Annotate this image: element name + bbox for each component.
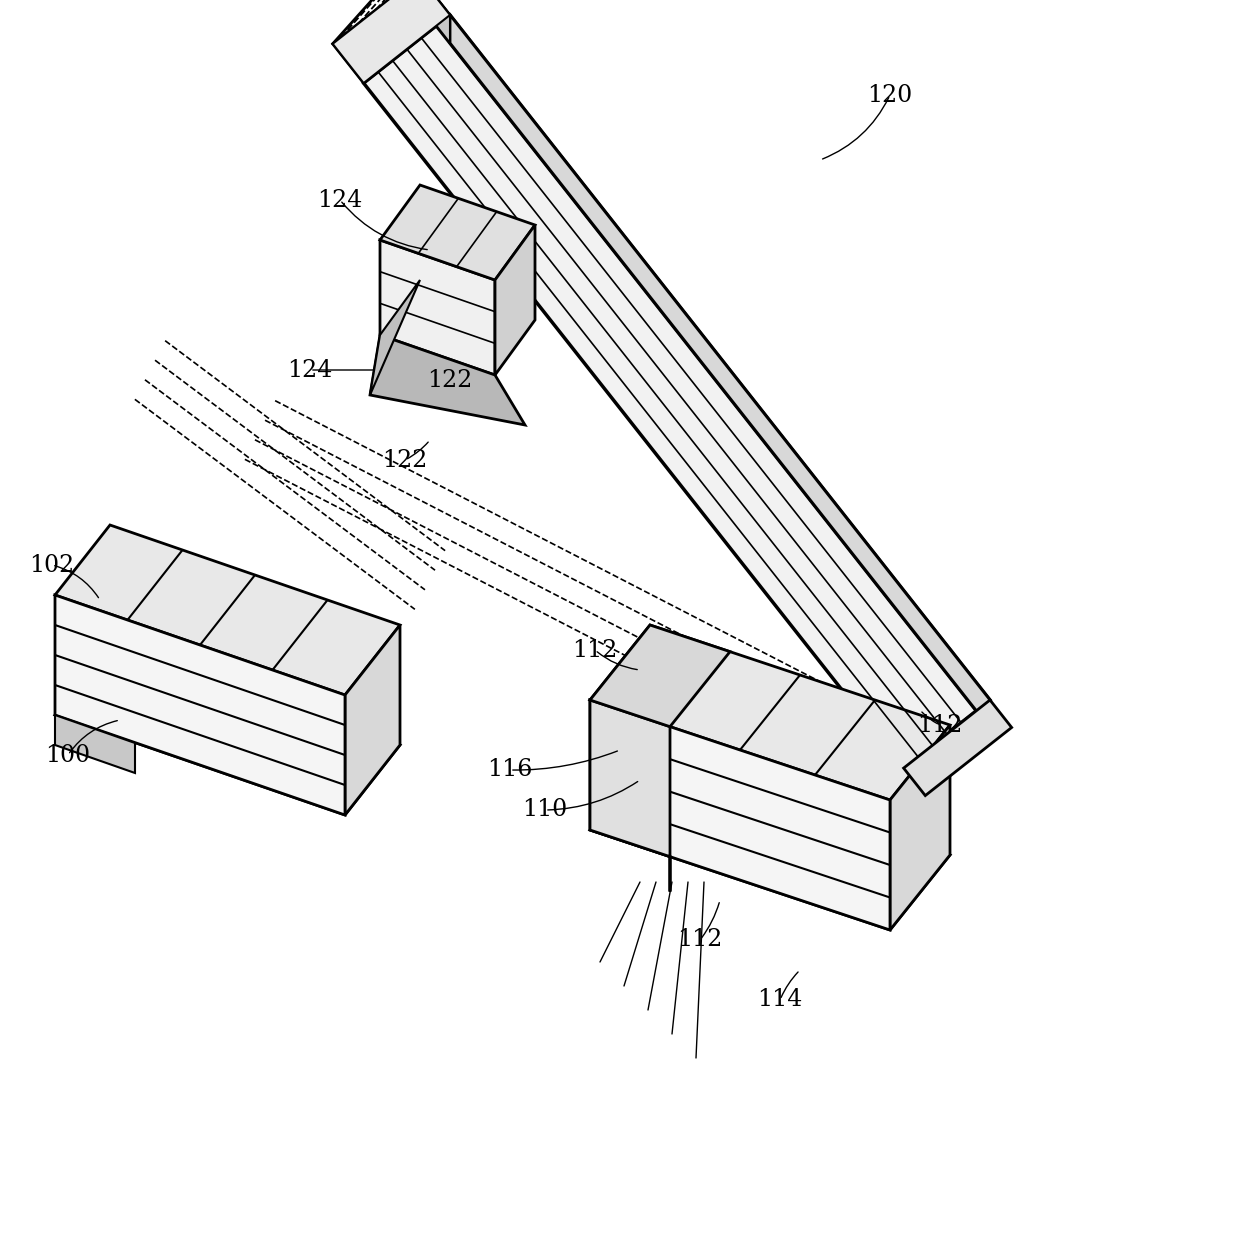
Text: 114: 114: [758, 988, 802, 1012]
Polygon shape: [55, 525, 401, 695]
Polygon shape: [890, 725, 950, 930]
Polygon shape: [379, 240, 495, 375]
Polygon shape: [345, 625, 401, 815]
Polygon shape: [332, 0, 450, 83]
Text: 124: 124: [317, 189, 362, 211]
Polygon shape: [379, 185, 534, 280]
Text: 100: 100: [46, 743, 91, 767]
Polygon shape: [495, 225, 534, 375]
Polygon shape: [55, 595, 345, 815]
Polygon shape: [370, 336, 525, 425]
Text: 112: 112: [677, 929, 723, 952]
Polygon shape: [590, 625, 950, 799]
Polygon shape: [55, 715, 135, 773]
Polygon shape: [55, 645, 401, 815]
Text: 116: 116: [487, 758, 533, 782]
Polygon shape: [904, 700, 1012, 796]
Polygon shape: [370, 280, 420, 395]
Polygon shape: [590, 755, 950, 930]
Text: 112: 112: [573, 639, 618, 661]
Text: 120: 120: [867, 83, 913, 107]
Text: 122: 122: [382, 449, 428, 471]
Text: 124: 124: [288, 358, 332, 382]
Text: 112: 112: [918, 714, 962, 737]
Polygon shape: [590, 625, 730, 727]
Polygon shape: [590, 700, 890, 930]
Text: 102: 102: [30, 553, 74, 577]
Text: 122: 122: [428, 368, 472, 391]
Polygon shape: [419, 0, 450, 43]
Polygon shape: [363, 15, 990, 768]
Text: 110: 110: [522, 798, 568, 822]
Polygon shape: [450, 15, 990, 728]
Polygon shape: [590, 700, 670, 891]
Polygon shape: [332, 0, 450, 83]
